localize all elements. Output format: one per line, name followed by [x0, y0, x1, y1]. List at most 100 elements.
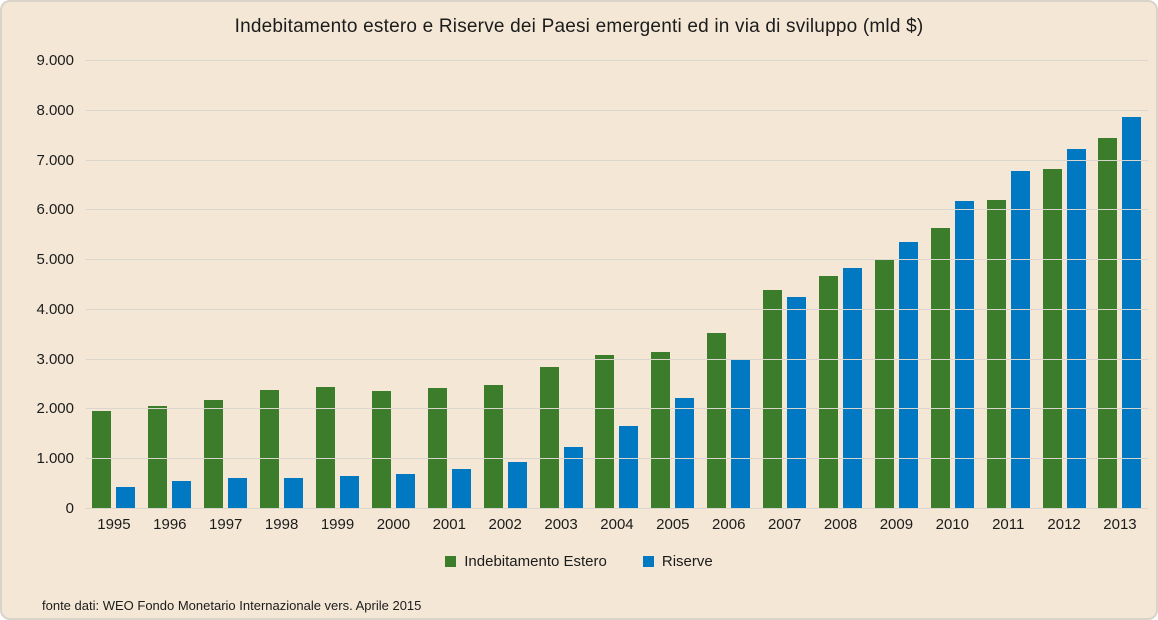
bar-riserve	[787, 296, 807, 509]
x-axis-label: 1999	[320, 516, 355, 533]
bar-indebitamento-estero	[1042, 169, 1062, 509]
bar-indebitamento-estero	[204, 400, 224, 509]
bar-riserve	[563, 447, 583, 509]
y-tick-label: 9.000	[36, 52, 74, 69]
legend-swatch-blue	[642, 556, 654, 567]
bar-group	[924, 61, 980, 509]
bar-indebitamento-estero	[316, 387, 335, 509]
bar-riserve	[172, 481, 192, 509]
x-axis-label: 1996	[153, 516, 187, 533]
bar-riserve	[843, 267, 863, 509]
gridline	[86, 408, 1148, 410]
x-axis-label: 2010	[935, 516, 969, 533]
bar-indebitamento-estero	[539, 366, 559, 509]
bar-group	[645, 61, 701, 509]
y-tick-label: 0	[65, 500, 74, 517]
bar-indebitamento-estero	[483, 384, 503, 509]
bar-indebitamento-estero	[260, 390, 280, 509]
bar-riserve	[228, 478, 248, 509]
legend-item-riserve: Riserve	[642, 553, 713, 570]
x-axis-label: 1997	[209, 516, 243, 533]
x-axis-label: 2000	[376, 516, 411, 533]
bar-indebitamento-estero	[595, 354, 615, 509]
gridline	[86, 259, 1148, 261]
bar-indebitamento-estero	[92, 410, 112, 509]
bar-riserve	[1066, 148, 1086, 509]
legend: Indebitamento Estero Riserve	[2, 553, 1156, 570]
x-axis-label: 2011	[992, 516, 1025, 533]
bar-indebitamento-estero	[1098, 138, 1118, 509]
bar-group	[86, 61, 142, 509]
x-axis-label: 2009	[879, 516, 914, 533]
bar-riserve	[619, 425, 639, 509]
bar-indebitamento-estero	[763, 290, 783, 509]
bar-group	[813, 61, 869, 509]
x-axis-label: 2001	[432, 516, 466, 533]
y-tick-label: 1.000	[36, 450, 74, 468]
bar-riserve	[116, 487, 136, 509]
legend-label-riserve: Riserve	[661, 553, 713, 570]
gridline	[86, 458, 1148, 460]
bar-group	[1036, 61, 1092, 509]
bar-group	[365, 61, 421, 509]
bar-group	[254, 61, 310, 509]
bar-riserve	[731, 359, 751, 509]
bars-layer	[86, 61, 1148, 509]
bar-indebitamento-estero	[371, 390, 391, 509]
chart-title: Indebitamento estero e Riserve dei Paesi…	[234, 16, 924, 37]
y-tick-label: 8.000	[36, 101, 74, 119]
gridline	[86, 508, 1148, 509]
x-axis-label: 2002	[488, 516, 522, 533]
bar-group	[1092, 61, 1148, 509]
x-axis-label: 2007	[767, 516, 802, 533]
x-axis-label: 1995	[97, 516, 131, 533]
y-tick-label: 6.000	[36, 201, 74, 219]
bar-riserve	[675, 398, 695, 509]
bar-riserve	[898, 241, 918, 509]
x-axis-label: 2004	[600, 516, 634, 533]
bar-group	[310, 61, 366, 509]
bar-group	[533, 61, 589, 509]
y-tick-label: 4.000	[36, 300, 74, 318]
plot-area	[86, 60, 1148, 509]
bar-riserve	[507, 462, 527, 509]
y-tick-label: 3.000	[36, 350, 74, 368]
gridline	[86, 358, 1148, 360]
bar-riserve	[451, 469, 471, 509]
bar-group	[701, 61, 757, 509]
bar-group	[198, 61, 254, 509]
bar-riserve	[395, 473, 415, 509]
bar-riserve	[284, 477, 304, 509]
y-tick-label: 2.000	[36, 400, 74, 418]
y-tick-label: 5.000	[36, 251, 74, 269]
bar-riserve	[1122, 116, 1142, 509]
bar-indebitamento-estero	[651, 352, 671, 509]
x-axis-label: 1998	[264, 516, 299, 533]
legend-swatch-green	[445, 556, 457, 567]
bar-indebitamento-estero	[874, 258, 894, 509]
bar-indebitamento-estero	[707, 333, 727, 509]
x-axis-label: 2005	[656, 516, 690, 533]
gridline	[86, 159, 1148, 161]
gridline	[86, 209, 1148, 211]
bar-indebitamento-estero	[819, 275, 839, 509]
x-axis-label: 2003	[544, 516, 578, 533]
bar-group	[757, 61, 813, 509]
legend-label-indebitamento-estero: Indebitamento Estero	[464, 553, 607, 570]
bar-group	[980, 61, 1036, 509]
bar-group	[477, 61, 533, 509]
gridline	[86, 308, 1148, 310]
bar-riserve	[1010, 171, 1030, 509]
bar-riserve	[340, 476, 359, 509]
bar-riserve	[954, 201, 974, 509]
bar-indebitamento-estero	[148, 405, 168, 509]
legend-item-indebitamento-estero: Indebitamento Estero	[445, 553, 607, 570]
x-axis-labels: 1995 1996 1997 1998 1999 2000 2001 2002 2003 2004…	[86, 516, 1148, 533]
bar-group	[142, 61, 198, 509]
x-axis-label: 2006	[712, 516, 746, 533]
y-tick-label: 7.000	[36, 151, 74, 169]
bar-group	[868, 61, 924, 509]
bar-indebitamento-estero	[986, 199, 1006, 509]
x-axis-label: 2013	[1103, 516, 1137, 533]
